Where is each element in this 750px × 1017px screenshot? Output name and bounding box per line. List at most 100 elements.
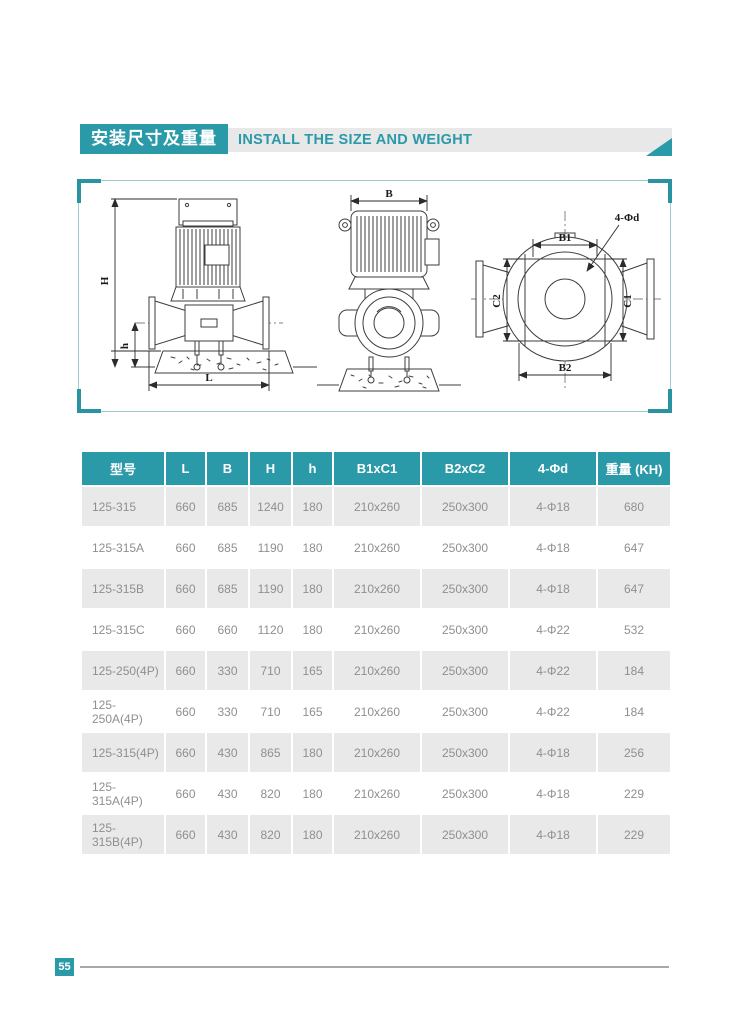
value-cell: 250x300 (422, 610, 508, 649)
table-header-row: 型号 L B H h B1xC1 B2xC2 4-Φd 重量 (KH) (82, 452, 670, 485)
corner-bracket (77, 389, 101, 413)
value-cell: 660 (207, 610, 248, 649)
value-cell: 250x300 (422, 569, 508, 608)
dim-label-H: H (99, 276, 111, 285)
value-cell: 180 (293, 569, 332, 608)
value-cell: 660 (166, 692, 205, 731)
table-row: 125-315(4P) 660 430 865 180 210x260 250x300 4-Φ… (82, 733, 670, 772)
value-cell: 330 (207, 692, 248, 731)
value-cell: 660 (166, 528, 205, 567)
table-row: 125-315A(4P) 660 430 820 180 210x260 250x300 4-… (82, 774, 670, 813)
value-cell: 229 (598, 774, 670, 813)
header-H: H (250, 452, 291, 485)
value-cell: 165 (293, 692, 332, 731)
title-bar-triangle-icon (646, 138, 672, 156)
value-cell: 330 (207, 651, 248, 690)
model-cell: 125-315C (82, 610, 164, 649)
value-cell: 430 (207, 733, 248, 772)
value-cell: 180 (293, 528, 332, 567)
value-cell: 180 (293, 774, 332, 813)
value-cell: 4-Φ22 (510, 610, 596, 649)
pump-side-view: H h L (99, 198, 317, 391)
section-title-chinese: 安装尺寸及重量 (80, 124, 228, 154)
value-cell: 180 (293, 487, 332, 526)
dim-label-B2: B2 (559, 362, 572, 374)
value-cell: 4-Φ22 (510, 692, 596, 731)
pump-dimension-drawing: H h L B (99, 188, 661, 392)
header-bolt: 4-Φd (510, 452, 596, 485)
value-cell: 250x300 (422, 815, 508, 854)
model-cell: 125-315(4P) (82, 733, 164, 772)
dim-label-h: h (119, 343, 131, 349)
model-cell: 125-315B(4P) (82, 815, 164, 854)
header-h: h (293, 452, 332, 485)
value-cell: 210x260 (334, 610, 420, 649)
value-cell: 4-Φ18 (510, 569, 596, 608)
value-cell: 660 (166, 774, 205, 813)
value-cell: 180 (293, 815, 332, 854)
table-row: 125-315A 660 685 1190 180 210x260 250x300 4-Φ18… (82, 528, 670, 567)
pump-front-view: B (317, 188, 461, 392)
header-B1xC1: B1xC1 (334, 452, 420, 485)
installation-drawing-panel: H h L B (77, 179, 672, 413)
value-cell: 250x300 (422, 774, 508, 813)
value-cell: 647 (598, 569, 670, 608)
value-cell: 1190 (250, 569, 291, 608)
value-cell: 4-Φ18 (510, 815, 596, 854)
pump-flange-view: B1 B2 C2 C1 4-Φd (471, 211, 661, 389)
value-cell: 4-Φ18 (510, 528, 596, 567)
value-cell: 532 (598, 610, 670, 649)
value-cell: 1240 (250, 487, 291, 526)
dim-label-L: L (205, 372, 212, 384)
table-row: 125-250A(4P) 660 330 710 165 210x260 250x300 4-… (82, 692, 670, 731)
table-row: 125-250(4P) 660 330 710 165 210x260 250x300 4-Φ… (82, 651, 670, 690)
value-cell: 647 (598, 528, 670, 567)
model-cell: 125-315B (82, 569, 164, 608)
value-cell: 210x260 (334, 487, 420, 526)
value-cell: 710 (250, 692, 291, 731)
table-row: 125-315B(4P) 660 430 820 180 210x260 250x300 4-… (82, 815, 670, 854)
value-cell: 229 (598, 815, 670, 854)
value-cell: 210x260 (334, 528, 420, 567)
value-cell: 250x300 (422, 692, 508, 731)
corner-bracket (648, 179, 672, 203)
value-cell: 660 (166, 487, 205, 526)
dim-label-B: B (385, 188, 393, 200)
value-cell: 210x260 (334, 651, 420, 690)
value-cell: 256 (598, 733, 670, 772)
value-cell: 250x300 (422, 733, 508, 772)
value-cell: 660 (166, 733, 205, 772)
footer-rule (80, 966, 669, 968)
section-title-english: INSTALL THE SIZE AND WEIGHT (238, 132, 473, 148)
value-cell: 184 (598, 692, 670, 731)
value-cell: 250x300 (422, 651, 508, 690)
value-cell: 820 (250, 774, 291, 813)
value-cell: 685 (207, 569, 248, 608)
value-cell: 210x260 (334, 815, 420, 854)
value-cell: 430 (207, 774, 248, 813)
value-cell: 184 (598, 651, 670, 690)
dim-label-C2: C2 (491, 294, 503, 308)
model-cell: 125-250(4P) (82, 651, 164, 690)
section-title-bar: 安装尺寸及重量 INSTALL THE SIZE AND WEIGHT (80, 124, 672, 156)
value-cell: 660 (166, 610, 205, 649)
corner-bracket (648, 389, 672, 413)
value-cell: 210x260 (334, 774, 420, 813)
model-cell: 125-250A(4P) (82, 692, 164, 731)
value-cell: 250x300 (422, 528, 508, 567)
value-cell: 210x260 (334, 733, 420, 772)
value-cell: 660 (166, 651, 205, 690)
dimension-weight-table: 型号 L B H h B1xC1 B2xC2 4-Φd 重量 (KH) 125-… (80, 450, 672, 856)
value-cell: 4-Φ18 (510, 774, 596, 813)
value-cell: 4-Φ22 (510, 651, 596, 690)
value-cell: 210x260 (334, 692, 420, 731)
value-cell: 250x300 (422, 487, 508, 526)
value-cell: 4-Φ18 (510, 733, 596, 772)
dim-label-bolt-holes: 4-Φd (615, 212, 639, 224)
table-row: 125-315 660 685 1240 180 210x260 250x300 4-Φ18 6… (82, 487, 670, 526)
value-cell: 660 (166, 569, 205, 608)
value-cell: 1190 (250, 528, 291, 567)
page-number-badge: 55 (55, 958, 74, 976)
dim-label-B1: B1 (559, 232, 572, 244)
value-cell: 680 (598, 487, 670, 526)
